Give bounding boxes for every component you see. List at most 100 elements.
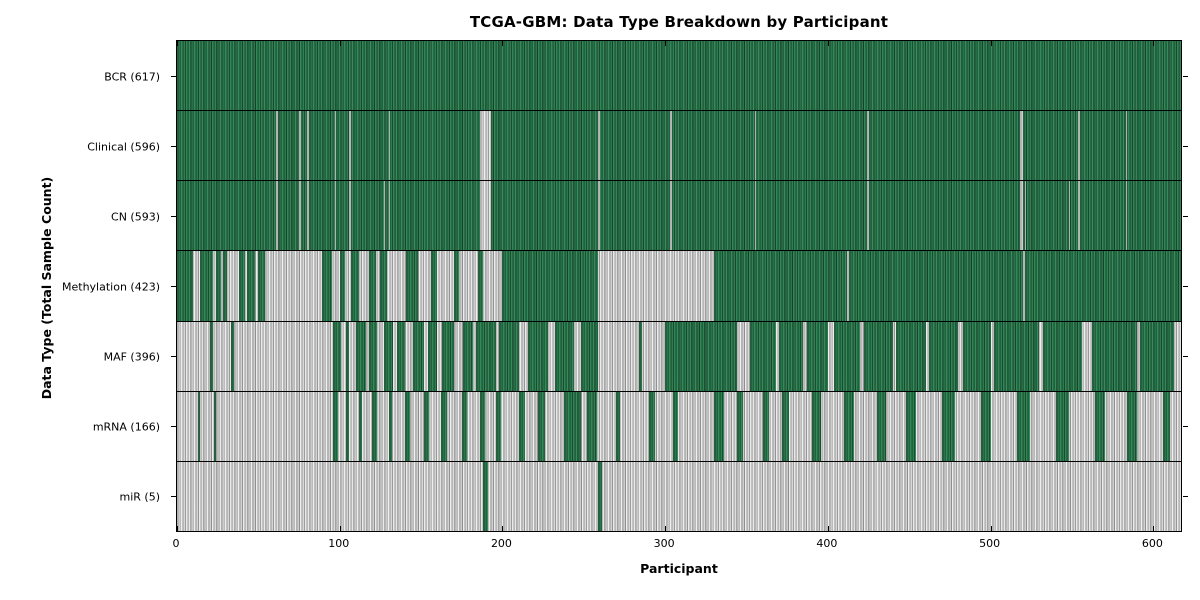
y-tick-labels: BCR (617) Clinical (596) CN (593) Methylati…	[0, 40, 168, 530]
absent-segment	[1078, 181, 1081, 251]
present-segment	[216, 251, 221, 321]
absent-segment	[1125, 111, 1128, 181]
present-segment	[321, 251, 332, 321]
x-tick-label-200: 200	[490, 537, 512, 550]
present-segment	[1127, 391, 1138, 461]
present-segment	[782, 391, 789, 461]
present-segment	[333, 391, 339, 461]
present-segment	[333, 321, 342, 391]
present-segment	[1094, 391, 1105, 461]
present-segment	[518, 391, 526, 461]
row-mir	[177, 461, 1181, 531]
x-tick-label-100: 100	[328, 537, 350, 550]
present-segment	[928, 321, 959, 391]
x-tick-label-600: 600	[1141, 537, 1163, 550]
y-tick-mark	[170, 496, 176, 497]
present-segment	[1055, 391, 1069, 461]
absent-segment	[307, 181, 309, 251]
present-segment	[1042, 321, 1082, 391]
present-segment	[1091, 321, 1138, 391]
row-mrna	[177, 391, 1181, 462]
present-segment	[1016, 391, 1030, 461]
present-segment	[214, 391, 217, 461]
x-tick-mark	[177, 526, 178, 531]
row-bcr	[177, 41, 1181, 112]
present-segment	[222, 251, 228, 321]
present-segment	[1163, 391, 1170, 461]
present-segment	[246, 251, 256, 321]
x-tick-mark	[339, 526, 341, 531]
y-tick-mark	[1182, 286, 1188, 287]
present-segment	[478, 251, 483, 321]
absent-segment	[866, 181, 869, 251]
present-segment	[346, 391, 350, 461]
present-segment	[905, 391, 916, 461]
x-tick-label-500: 500	[979, 537, 1001, 550]
absent-segment	[670, 181, 672, 251]
x-tick-mark	[665, 41, 667, 46]
x-tick-label-300: 300	[653, 537, 675, 550]
present-segment	[1140, 321, 1175, 391]
present-segment	[779, 321, 804, 391]
present-segment	[476, 321, 496, 391]
present-segment	[538, 391, 545, 461]
present-segment	[834, 321, 861, 391]
absent-segment	[276, 111, 278, 181]
present-segment	[238, 251, 246, 321]
present-segment	[404, 391, 410, 461]
y-tick-mark	[170, 356, 176, 357]
present-segment	[482, 461, 488, 531]
y-tick-label-cn: CN (593)	[111, 210, 160, 223]
present-segment	[424, 391, 430, 461]
y-tick-mark	[1182, 76, 1188, 77]
present-segment	[648, 391, 656, 461]
present-segment	[962, 321, 991, 391]
present-segment	[383, 321, 394, 391]
present-segment	[762, 391, 770, 461]
present-segment	[396, 321, 405, 391]
row-cn	[177, 181, 1181, 252]
y-tick-label-clinical: Clinical (596)	[87, 140, 160, 153]
present-segment	[564, 391, 581, 461]
present-segment	[372, 391, 378, 461]
row-maf	[177, 321, 1181, 392]
present-segment	[616, 391, 620, 461]
x-tick-mark	[665, 526, 667, 531]
present-segment	[351, 251, 360, 321]
absent-segment	[1019, 111, 1024, 181]
x-tick-mark	[502, 41, 504, 46]
absent-segment	[479, 111, 492, 181]
x-tick-mark	[990, 526, 992, 531]
y-tick-mark	[170, 216, 176, 217]
y-tick-label-maf: MAF (396)	[103, 350, 160, 363]
x-tick-mark	[1153, 41, 1155, 46]
x-tick-label-400: 400	[816, 537, 838, 550]
present-segment	[1024, 251, 1181, 321]
present-segment	[258, 251, 265, 321]
present-segment	[896, 321, 926, 391]
absent-segment	[1024, 181, 1027, 251]
present-segment	[339, 251, 345, 321]
absent-segment	[276, 181, 278, 251]
present-segment	[811, 391, 822, 461]
absent-segment	[754, 111, 757, 181]
x-tick-mark	[1153, 526, 1155, 531]
present-segment	[230, 321, 234, 391]
present-segment	[427, 321, 438, 391]
present-segment	[440, 391, 448, 461]
present-segment	[388, 391, 392, 461]
absent-segment	[349, 111, 352, 181]
y-tick-label-mrna: mRNA (166)	[92, 420, 160, 433]
absent-segment	[307, 111, 309, 181]
x-tick-mark	[827, 41, 829, 46]
present-segment	[665, 321, 737, 391]
y-tick-mark	[1182, 356, 1188, 357]
present-segment	[502, 251, 599, 321]
absent-segment	[1078, 111, 1081, 181]
present-segment	[499, 321, 519, 391]
y-tick-mark	[170, 426, 176, 427]
present-segment	[453, 251, 459, 321]
present-segment	[198, 391, 200, 461]
present-segment	[359, 391, 363, 461]
x-tick-mark	[827, 526, 829, 531]
